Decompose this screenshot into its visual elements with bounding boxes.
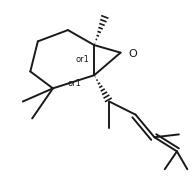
Text: O: O	[128, 49, 137, 59]
Text: or1: or1	[68, 79, 81, 88]
Text: or1: or1	[75, 55, 89, 64]
